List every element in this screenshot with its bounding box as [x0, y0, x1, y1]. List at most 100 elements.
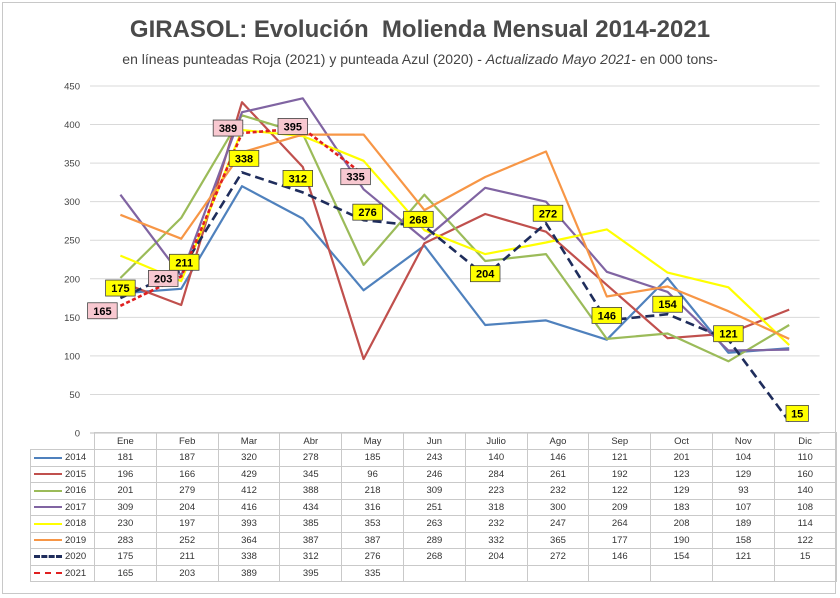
table-row: 2020 175 211 338 312 276 268 204 272 146 154 121 15 — [31, 549, 837, 566]
table-cell: 146 — [527, 450, 589, 467]
table-cell: 160 — [774, 466, 836, 483]
table-cell: 114 — [774, 516, 836, 533]
series-line-2020 — [120, 172, 789, 421]
table-cell: 312 — [280, 549, 342, 566]
table-cell: 412 — [218, 483, 280, 500]
table-cell: 96 — [342, 466, 404, 483]
table-cell — [527, 565, 589, 582]
legend-entry: 2014 — [31, 450, 95, 467]
table-cell: 208 — [651, 516, 713, 533]
y-tick-label: 450 — [64, 82, 80, 93]
table-cell: 365 — [527, 532, 589, 549]
table-cell: 385 — [280, 516, 342, 533]
table-cell: 318 — [465, 499, 527, 516]
legend-entry: 2017 — [31, 499, 95, 516]
data-label-2020: 175 — [111, 283, 129, 295]
category-label: Dic — [774, 433, 836, 450]
table-cell: 93 — [712, 483, 774, 500]
table-cell: 192 — [589, 466, 651, 483]
legend-key — [34, 457, 62, 459]
category-label: May — [342, 433, 404, 450]
legend-label: 2015 — [65, 469, 86, 480]
table-cell: 197 — [156, 516, 218, 533]
data-label-2021: 389 — [219, 123, 237, 135]
table-cell: 364 — [218, 532, 280, 549]
y-tick-label: 400 — [64, 120, 80, 131]
data-label-2020: 204 — [476, 269, 495, 281]
table-cell: 332 — [465, 532, 527, 549]
data-label-2020: 121 — [719, 329, 737, 341]
table-cell: 252 — [156, 532, 218, 549]
table-cell: 416 — [218, 499, 280, 516]
table-cell: 107 — [712, 499, 774, 516]
table-cell: 183 — [651, 499, 713, 516]
table-cell: 276 — [342, 549, 404, 566]
table-cell: 209 — [589, 499, 651, 516]
table-cell: 388 — [280, 483, 342, 500]
table-cell: 264 — [589, 516, 651, 533]
table-cell: 230 — [95, 516, 157, 533]
table-cell: 203 — [156, 565, 218, 582]
table-cell: 316 — [342, 499, 404, 516]
table-cell: 189 — [712, 516, 774, 533]
category-label: Sep — [589, 433, 651, 450]
table-cell: 165 — [95, 565, 157, 582]
table-cell: 246 — [403, 466, 465, 483]
table-cell: 140 — [465, 450, 527, 467]
data-label-2020: 268 — [409, 214, 427, 226]
legend-label: 2019 — [65, 535, 86, 546]
series-line-2019 — [120, 135, 789, 339]
legend-key — [34, 490, 62, 492]
data-table: Ene Feb Mar Abr May Jun Julio Ago Sep Oct Nov Dic 20… — [30, 432, 837, 582]
table-cell — [712, 565, 774, 582]
y-tick-label: 300 — [64, 197, 80, 208]
category-label: Abr — [280, 433, 342, 450]
legend-entry: 2019 — [31, 532, 95, 549]
y-tick-label: 100 — [64, 351, 80, 362]
table-cell: 154 — [651, 549, 713, 566]
table-row: 2015 196 166 429 345 96 246 284 261 192 123 129 160 — [31, 466, 837, 483]
table-cell: 393 — [218, 516, 280, 533]
table-cell: 201 — [651, 450, 713, 467]
legend-label: 2018 — [65, 518, 86, 529]
table-cell: 434 — [280, 499, 342, 516]
legend-entry: 2021 — [31, 565, 95, 582]
table-cell: 387 — [280, 532, 342, 549]
table-row: 2016 201 279 412 388 218 309 223 232 122 129 93 140 — [31, 483, 837, 500]
table-cell: 283 — [95, 532, 157, 549]
legend-label: 2016 — [65, 485, 86, 496]
table-cell: 158 — [712, 532, 774, 549]
y-tick-label: 200 — [64, 274, 80, 285]
category-label: Mar — [218, 433, 280, 450]
table-cell — [403, 565, 465, 582]
series-line-2015 — [120, 102, 789, 359]
table-cell — [465, 565, 527, 582]
table-cell: 263 — [403, 516, 465, 533]
table-row: 2014 181 187 320 278 185 243 140 146 121 201 104 110 — [31, 450, 837, 467]
data-label-2021: 395 — [284, 121, 302, 133]
table-cell: 218 — [342, 483, 404, 500]
table-cell — [589, 565, 651, 582]
data-label-2020: 312 — [289, 173, 307, 185]
table-cell: 389 — [218, 565, 280, 582]
y-tick-label: 250 — [64, 236, 80, 247]
legend-label: 2014 — [65, 452, 86, 463]
table-cell: 309 — [403, 483, 465, 500]
table-cell — [651, 565, 713, 582]
y-tick-label: 50 — [69, 390, 80, 401]
table-cell: 261 — [527, 466, 589, 483]
table-cell: 289 — [403, 532, 465, 549]
table-cell: 387 — [342, 532, 404, 549]
data-label-2020: 15 — [791, 408, 803, 420]
table-cell: 353 — [342, 516, 404, 533]
table-cell: 185 — [342, 450, 404, 467]
table-cell: 309 — [95, 499, 157, 516]
table-cell: 146 — [589, 549, 651, 566]
table-header-row: Ene Feb Mar Abr May Jun Julio Ago Sep Oct Nov Dic — [31, 433, 837, 450]
table-cell: 15 — [774, 549, 836, 566]
category-label: Nov — [712, 433, 774, 450]
table-cell: 338 — [218, 549, 280, 566]
y-tick-label: 150 — [64, 313, 80, 324]
table-cell: 284 — [465, 466, 527, 483]
table-cell: 108 — [774, 499, 836, 516]
